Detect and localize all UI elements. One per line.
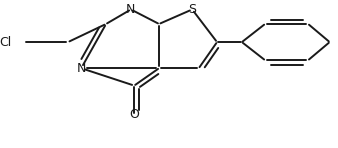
Text: Cl: Cl: [0, 36, 11, 49]
Text: S: S: [188, 3, 196, 16]
Text: N: N: [126, 3, 136, 16]
Text: O: O: [129, 108, 139, 121]
Text: N: N: [76, 62, 86, 75]
Text: H: H: [127, 0, 135, 1]
